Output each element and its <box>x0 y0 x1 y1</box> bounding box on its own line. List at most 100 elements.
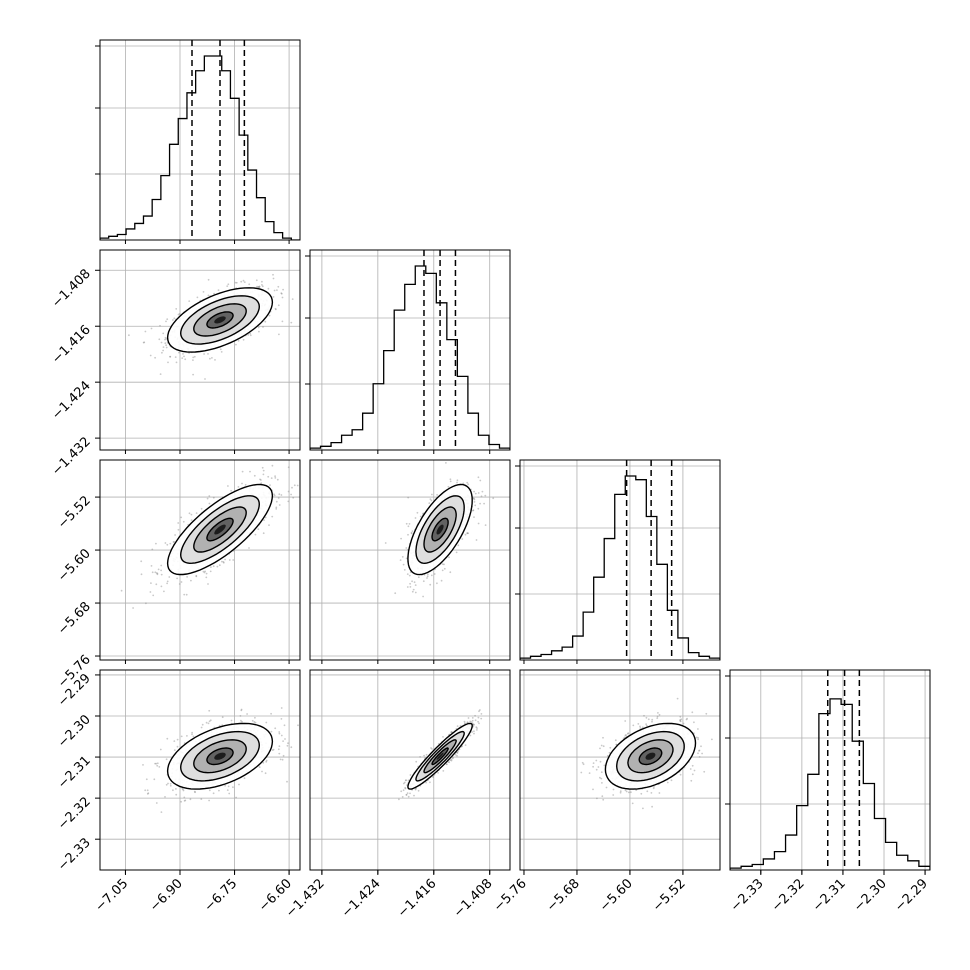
scatter-point <box>271 749 274 751</box>
scatter-point <box>190 579 192 582</box>
scatter-point <box>283 724 286 727</box>
scatter-point <box>690 779 693 782</box>
scatter-point <box>163 590 165 593</box>
scatter-point <box>165 344 168 347</box>
scatter-point <box>472 509 474 512</box>
scatter-point <box>208 502 211 505</box>
scatter-point <box>452 756 454 759</box>
scatter-point <box>212 496 215 499</box>
scatter-point <box>150 565 153 567</box>
scatter-point <box>267 475 270 478</box>
scatter-point <box>255 279 258 282</box>
scatter-point <box>431 493 433 496</box>
scatter-point <box>278 731 281 733</box>
scatter-point <box>619 790 622 792</box>
scatter-point <box>205 572 208 575</box>
scatter-point <box>208 709 211 712</box>
scatter-point <box>647 718 650 721</box>
scatter-point <box>192 735 195 738</box>
scatter-point <box>204 570 207 573</box>
scatter-point <box>277 285 280 288</box>
panel-frame <box>99 39 301 241</box>
scatter-point <box>475 539 478 541</box>
density-panel-3-1 <box>99 459 301 661</box>
scatter-point <box>278 745 281 748</box>
scatter-point <box>680 718 683 721</box>
scatter-point <box>241 720 243 723</box>
scatter-point <box>190 513 193 516</box>
scatter-point <box>595 759 598 762</box>
scatter-point <box>480 713 483 715</box>
scatter-point <box>645 716 648 719</box>
scatter-point <box>478 710 480 713</box>
density-contour-5 <box>436 524 444 535</box>
scatter-point <box>407 795 410 798</box>
scatter-point <box>204 378 206 380</box>
scatter-point <box>474 492 477 495</box>
scatter-point <box>235 343 237 346</box>
scatter-point <box>464 744 467 746</box>
scatter-point <box>446 763 448 766</box>
scatter-point <box>156 572 159 575</box>
scatter-point <box>263 519 265 521</box>
scatter-point <box>147 792 150 795</box>
panel-frame <box>729 669 931 871</box>
scatter-point <box>282 740 284 742</box>
scatter-point <box>602 736 604 739</box>
scatter-point <box>409 582 411 585</box>
scatter-point <box>209 719 212 722</box>
scatter-point <box>480 717 483 720</box>
scatter-point <box>280 718 283 720</box>
scatter-point <box>268 314 271 317</box>
scatter-point <box>426 577 428 579</box>
scatter-point <box>472 509 475 512</box>
scatter-point <box>232 559 235 561</box>
scatter-point <box>711 738 713 741</box>
scatter-point <box>457 544 460 547</box>
scatter-point <box>473 497 475 500</box>
scatter-point <box>413 794 415 797</box>
scatter-point <box>430 499 433 502</box>
scatter-point <box>276 289 278 291</box>
scatter-point <box>624 734 627 737</box>
scatter-point <box>154 762 157 765</box>
scatter-point <box>274 727 277 730</box>
scatter-point <box>149 591 152 593</box>
scatter-point <box>679 715 682 718</box>
scatter-point <box>596 797 598 800</box>
density-panel-3-2 <box>309 459 511 661</box>
scatter-point <box>174 534 177 536</box>
scatter-point <box>411 530 414 532</box>
scatter-point <box>261 285 264 288</box>
scatter-point <box>181 787 184 790</box>
scatter-point <box>228 559 231 561</box>
scatter-point <box>210 566 212 568</box>
scatter-point <box>265 759 268 762</box>
scatter-point <box>443 563 445 566</box>
scatter-point <box>429 583 432 586</box>
histogram-panel-1 <box>99 39 301 241</box>
scatter-point <box>120 589 123 592</box>
scatter-point <box>200 798 203 800</box>
scatter-point <box>472 723 475 726</box>
scatter-point <box>162 346 165 348</box>
scatter-point <box>279 758 282 761</box>
scatter-point <box>183 796 186 799</box>
scatter-point <box>257 286 260 288</box>
scatter-point <box>459 725 462 727</box>
scatter-point <box>689 768 692 770</box>
scatter-point <box>169 355 172 358</box>
scatter-point <box>272 277 275 280</box>
scatter-point <box>475 726 478 728</box>
scatter-point <box>230 719 233 722</box>
scatter-point <box>161 351 163 354</box>
scatter-point <box>693 769 696 772</box>
scatter-point <box>474 504 477 507</box>
scatter-point <box>156 762 159 765</box>
scatter-point <box>218 724 221 727</box>
scatter-point <box>260 482 263 484</box>
scatter-point <box>175 361 178 364</box>
scatter-point <box>166 737 169 740</box>
scatter-point <box>422 580 425 583</box>
